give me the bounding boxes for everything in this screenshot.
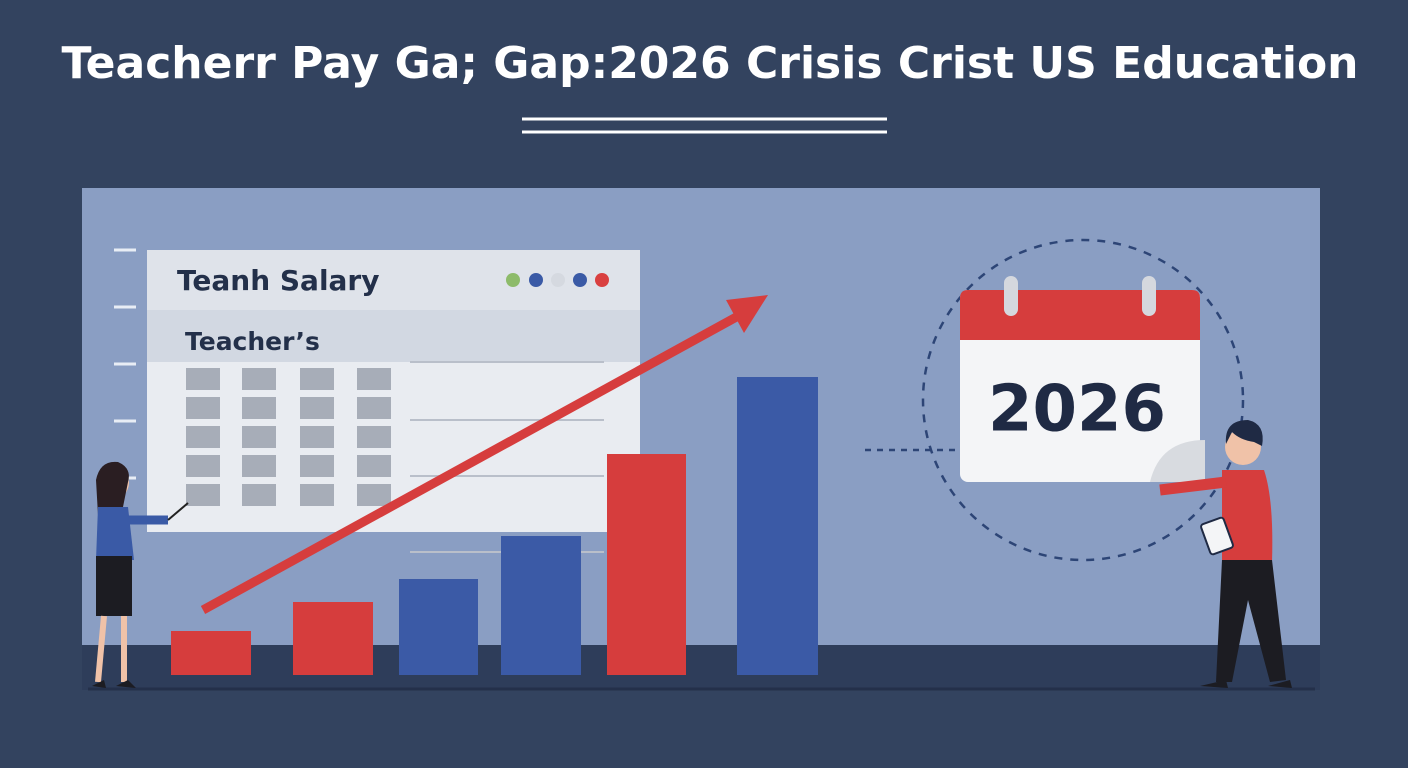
calendar-group: 2026	[865, 238, 1245, 562]
spreadsheet-part	[551, 273, 565, 287]
sheet-cell	[186, 397, 220, 419]
bars-part	[293, 602, 373, 675]
sheet-cell	[186, 426, 220, 448]
sheet-cell	[357, 484, 391, 506]
calendar-group-part	[1004, 276, 1018, 316]
sheet-title: Teanh Salary	[177, 264, 380, 297]
title: Teacherr Pay Ga; Gap:2026 Crisis Crist U…	[62, 38, 1359, 89]
spreadsheet: Teanh Salary Teacher’s	[147, 250, 640, 553]
bars-part	[171, 631, 251, 675]
sheet-cell	[242, 368, 276, 390]
sheet-subtitle: Teacher’s	[185, 327, 320, 356]
man-part	[1225, 420, 1263, 446]
calendar-group-part	[1142, 276, 1156, 316]
sheet-cell	[357, 368, 391, 390]
woman-part	[96, 556, 132, 616]
floor	[82, 645, 1320, 690]
woman	[92, 461, 189, 688]
woman-part	[95, 615, 107, 683]
woman-part	[96, 461, 129, 515]
sheet-cell	[300, 484, 334, 506]
bars-part	[399, 579, 478, 675]
calendar-group-part	[960, 290, 1200, 340]
woman-part	[167, 502, 189, 521]
sheet-cell	[242, 426, 276, 448]
man-part	[1200, 516, 1234, 556]
sheet-cell	[300, 455, 334, 477]
sheet-cell	[357, 455, 391, 477]
spreadsheet-part	[595, 273, 609, 287]
bars-part	[501, 536, 581, 675]
trend-arrow-part	[200, 311, 743, 614]
trend-arrow-part	[726, 295, 768, 333]
spreadsheet-part	[573, 273, 587, 287]
sheet-cell	[300, 426, 334, 448]
man-part	[1216, 560, 1286, 682]
sheet-cell	[186, 368, 220, 390]
sheet-cell	[357, 397, 391, 419]
sheet-cell	[300, 368, 334, 390]
woman-part	[96, 507, 134, 560]
man-part	[1159, 476, 1227, 496]
sheet-cell	[357, 426, 391, 448]
sheet-cell	[186, 484, 220, 506]
trend-arrow	[200, 295, 768, 614]
calendar-group-part	[1150, 440, 1205, 482]
spreadsheet-part	[506, 273, 520, 287]
calendar-year: 2026	[988, 373, 1166, 447]
bars	[171, 377, 818, 675]
woman-part	[92, 680, 136, 688]
sheet-cell	[300, 397, 334, 419]
sheet-cell	[242, 484, 276, 506]
sheet-cells	[186, 368, 391, 506]
bars-part	[607, 454, 686, 675]
man-part	[1200, 680, 1292, 688]
sheet-cell	[242, 455, 276, 477]
man	[1159, 420, 1292, 688]
sheet-cell	[242, 397, 276, 419]
calendar-group-part	[921, 238, 1245, 562]
spreadsheet-part	[529, 273, 543, 287]
bars-part	[737, 377, 818, 675]
sheet-subheader	[147, 310, 640, 362]
sheet-cell	[186, 455, 220, 477]
man-part	[1222, 470, 1273, 562]
